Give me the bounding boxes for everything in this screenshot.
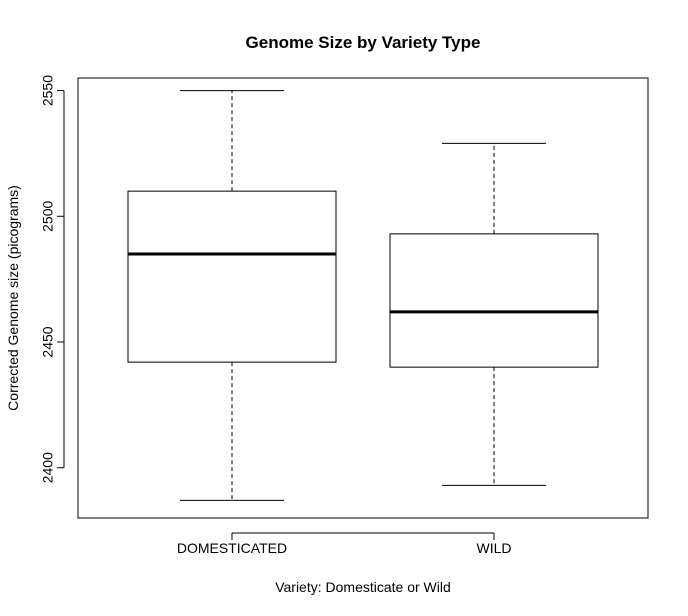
y-tick-label: 2500 [40, 201, 56, 232]
x-tick-label: WILD [477, 540, 512, 556]
box-wild [389, 142, 599, 486]
x-axis-label: Variety: Domesticate or Wild [275, 579, 451, 595]
y-tick-label: 2400 [40, 452, 56, 483]
plot-frame [77, 77, 649, 519]
x-axis: DOMESTICATED WILD [177, 532, 512, 556]
chart-title: Genome Size by Variety Type [246, 33, 481, 52]
y-tick-label: 2450 [40, 326, 56, 357]
iqr-box [389, 233, 599, 368]
y-tick-label: 2550 [40, 75, 56, 106]
y-axis-label: Corrected Genome size (picograms) [5, 185, 21, 411]
x-tick-label: DOMESTICATED [177, 540, 287, 556]
boxes-group [127, 90, 599, 501]
box-domesticated [127, 90, 337, 501]
iqr-box [127, 190, 337, 363]
y-axis: 2400 2450 2500 2550 [40, 75, 65, 483]
